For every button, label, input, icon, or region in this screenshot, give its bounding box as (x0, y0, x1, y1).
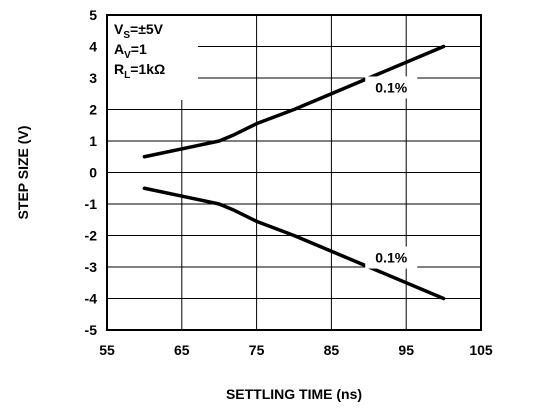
series-line (142, 186, 446, 301)
y-tick-label: 4 (89, 39, 97, 55)
series-label-background (365, 76, 418, 99)
series-line (142, 44, 446, 159)
y-tick-label: 1 (89, 133, 97, 149)
x-tick-label: 85 (324, 342, 340, 358)
series-label: 0.1% (375, 250, 407, 266)
series-label-background (365, 246, 418, 269)
plot-frame (106, 14, 482, 331)
x-tick-label: 55 (99, 342, 115, 358)
y-tick-label: -4 (85, 291, 98, 307)
y-tick-label: -1 (85, 196, 98, 212)
condition-label: AV=1 (114, 41, 147, 61)
conditions-box (108, 16, 198, 100)
y-tick-label: -3 (85, 259, 98, 275)
y-tick-label: -2 (85, 228, 98, 244)
x-tick-label: 75 (249, 342, 265, 358)
x-tick-label: 65 (174, 342, 190, 358)
x-axis-ticks: 55 65 75 85 95 105 (99, 342, 493, 358)
series-group: 0.1% 0.1% (142, 44, 446, 301)
series-label: 0.1% (375, 79, 407, 95)
plot-border (106, 14, 482, 331)
y-axis-ticks: 5 4 3 2 1 0 -1 -2 -3 -4 -5 (85, 7, 98, 338)
y-tick-label: 5 (89, 7, 97, 23)
y-tick-label: -5 (85, 322, 98, 338)
condition-label: RL=1kΩ (114, 61, 165, 81)
y-axis-title: STEP SIZE (V) (15, 126, 31, 220)
y-tick-label: 3 (89, 70, 97, 86)
x-tick-label: 95 (398, 342, 414, 358)
x-tick-label: 105 (469, 342, 493, 358)
x-axis-title: SETTLING TIME (ns) (226, 386, 362, 402)
condition-label: VS=±5V (114, 21, 164, 41)
y-tick-label: 2 (89, 102, 97, 118)
y-tick-label: 0 (89, 165, 97, 181)
